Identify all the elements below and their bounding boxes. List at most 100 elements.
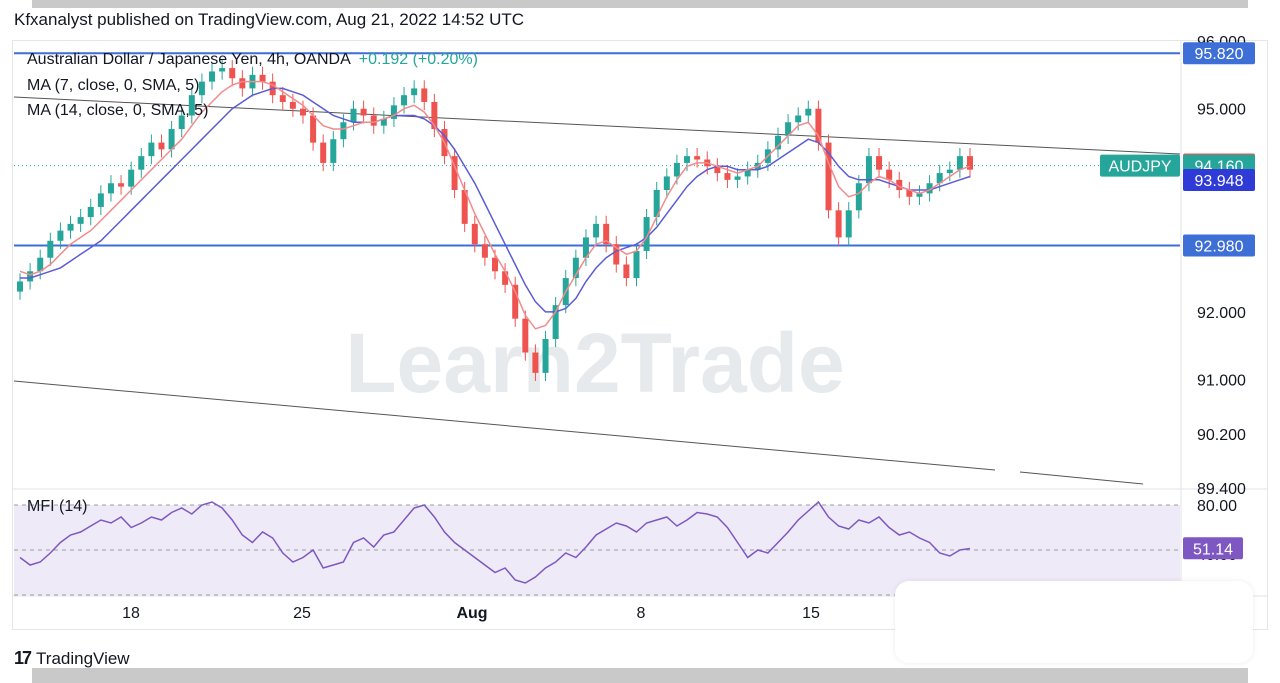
candle-body [138, 156, 145, 170]
candle-body [673, 162, 680, 177]
candle-body [380, 118, 387, 126]
price-tick-label: 95.000 [1197, 102, 1246, 119]
candle-body [512, 284, 519, 319]
top-band [32, 0, 1248, 8]
candle-body [582, 237, 589, 258]
candle-body [623, 264, 630, 279]
candle-body [279, 95, 286, 102]
candle-body [795, 115, 802, 123]
candle-body [47, 240, 54, 258]
price-tick-label: 91.000 [1197, 373, 1246, 390]
legend-ma14[interactable]: MA (14, close, 0, SMA, 5) [27, 102, 209, 119]
candle-body [865, 156, 872, 184]
candle-body [532, 352, 539, 373]
mfi-legend[interactable]: MFI (14) [27, 498, 88, 515]
candle-body [633, 250, 640, 279]
price-tick-label: 89.400 [1197, 481, 1246, 498]
candle-body [360, 108, 367, 116]
candle-body [330, 139, 337, 163]
candle-body [643, 217, 650, 251]
candle-body [27, 271, 34, 282]
candle-body [107, 183, 114, 194]
mfi-value-text: 51.14 [1193, 541, 1233, 558]
candle-body [774, 135, 781, 150]
candle-body [613, 244, 620, 265]
price-tick-label: 92.000 [1197, 305, 1246, 322]
candle-body [461, 190, 468, 224]
price-tick-label: 90.200 [1197, 427, 1246, 444]
candle-body [785, 122, 792, 136]
candle-body [593, 223, 600, 238]
candle-body [37, 257, 44, 272]
legend-ma7[interactable]: MA (7, close, 0, SMA, 5) [27, 77, 200, 94]
candle-body [744, 169, 751, 177]
publish-header: Kfxanalyst published on TradingView.com,… [14, 10, 525, 29]
tradingview-footer[interactable]: 17 TradingView [14, 648, 130, 669]
candle-body [87, 206, 94, 218]
candle-body [229, 68, 236, 79]
time-tick-label: 18 [122, 605, 140, 622]
candle-body [178, 115, 185, 130]
candle-body [451, 156, 458, 190]
candle-body [77, 217, 84, 224]
candle-body [481, 244, 488, 258]
candle-body [663, 176, 670, 190]
candle-body [906, 190, 913, 197]
candle-body [401, 95, 408, 106]
candle-body [67, 223, 74, 231]
price-label-box [1183, 168, 1255, 191]
channel-lower-line [13, 380, 996, 471]
candle-body [825, 142, 832, 211]
tradingview-brand: TradingView [36, 648, 130, 668]
candle-body [522, 318, 529, 353]
candle-body [390, 105, 397, 119]
price-label-text: 95.820 [1195, 46, 1244, 63]
candle-body [734, 176, 741, 180]
candle-body [128, 169, 135, 187]
candle-body [502, 271, 509, 285]
candle-body [421, 88, 428, 102]
watermark-text: Learn2Trade [345, 316, 845, 410]
bottom-band [32, 668, 1248, 683]
candle-body [219, 68, 226, 72]
symbol-description: Australian Dollar / Japanese Yen, 4h, OA… [27, 51, 351, 68]
tradingview-logo-icon: 17 [14, 648, 32, 668]
price-label-box [1183, 42, 1255, 65]
candle-body [896, 179, 903, 190]
candle-body [340, 122, 347, 140]
time-tick-label: Aug [456, 605, 487, 622]
candle-body [431, 101, 438, 130]
symbol-tag-text: AUDJPY [1108, 159, 1171, 176]
candle-body [694, 156, 701, 160]
time-tick-label: 8 [637, 605, 646, 622]
candle-body [299, 108, 306, 116]
candle-body [967, 156, 973, 170]
candle-body [97, 193, 104, 207]
candle-body [855, 183, 862, 211]
candle-body [492, 257, 498, 272]
candle-body [805, 108, 812, 116]
candle-body [209, 71, 216, 82]
candle-body [946, 169, 953, 174]
candle-body [320, 142, 327, 163]
candle-body [845, 210, 852, 238]
mfi-value-box [1183, 537, 1243, 560]
candle-body [370, 115, 377, 126]
candle-body [916, 193, 923, 197]
candle-body [572, 257, 579, 279]
candle-body [411, 88, 418, 96]
candle-body [198, 81, 205, 96]
mfi-line [19, 500, 971, 584]
candle-body [158, 142, 165, 150]
candle-body [552, 305, 559, 339]
candle-body [653, 190, 660, 218]
price-label-text: 93.948 [1195, 173, 1244, 190]
mfi-tick-label: 80.00 [1197, 498, 1237, 515]
candle-body [926, 183, 933, 194]
ma7-line [19, 80, 971, 330]
channel-lower-line-ext [1019, 471, 1144, 485]
candle-body [542, 339, 549, 373]
legend-title: Australian Dollar / Japanese Yen, 4h, OA… [27, 51, 478, 69]
candle-body [714, 166, 721, 174]
